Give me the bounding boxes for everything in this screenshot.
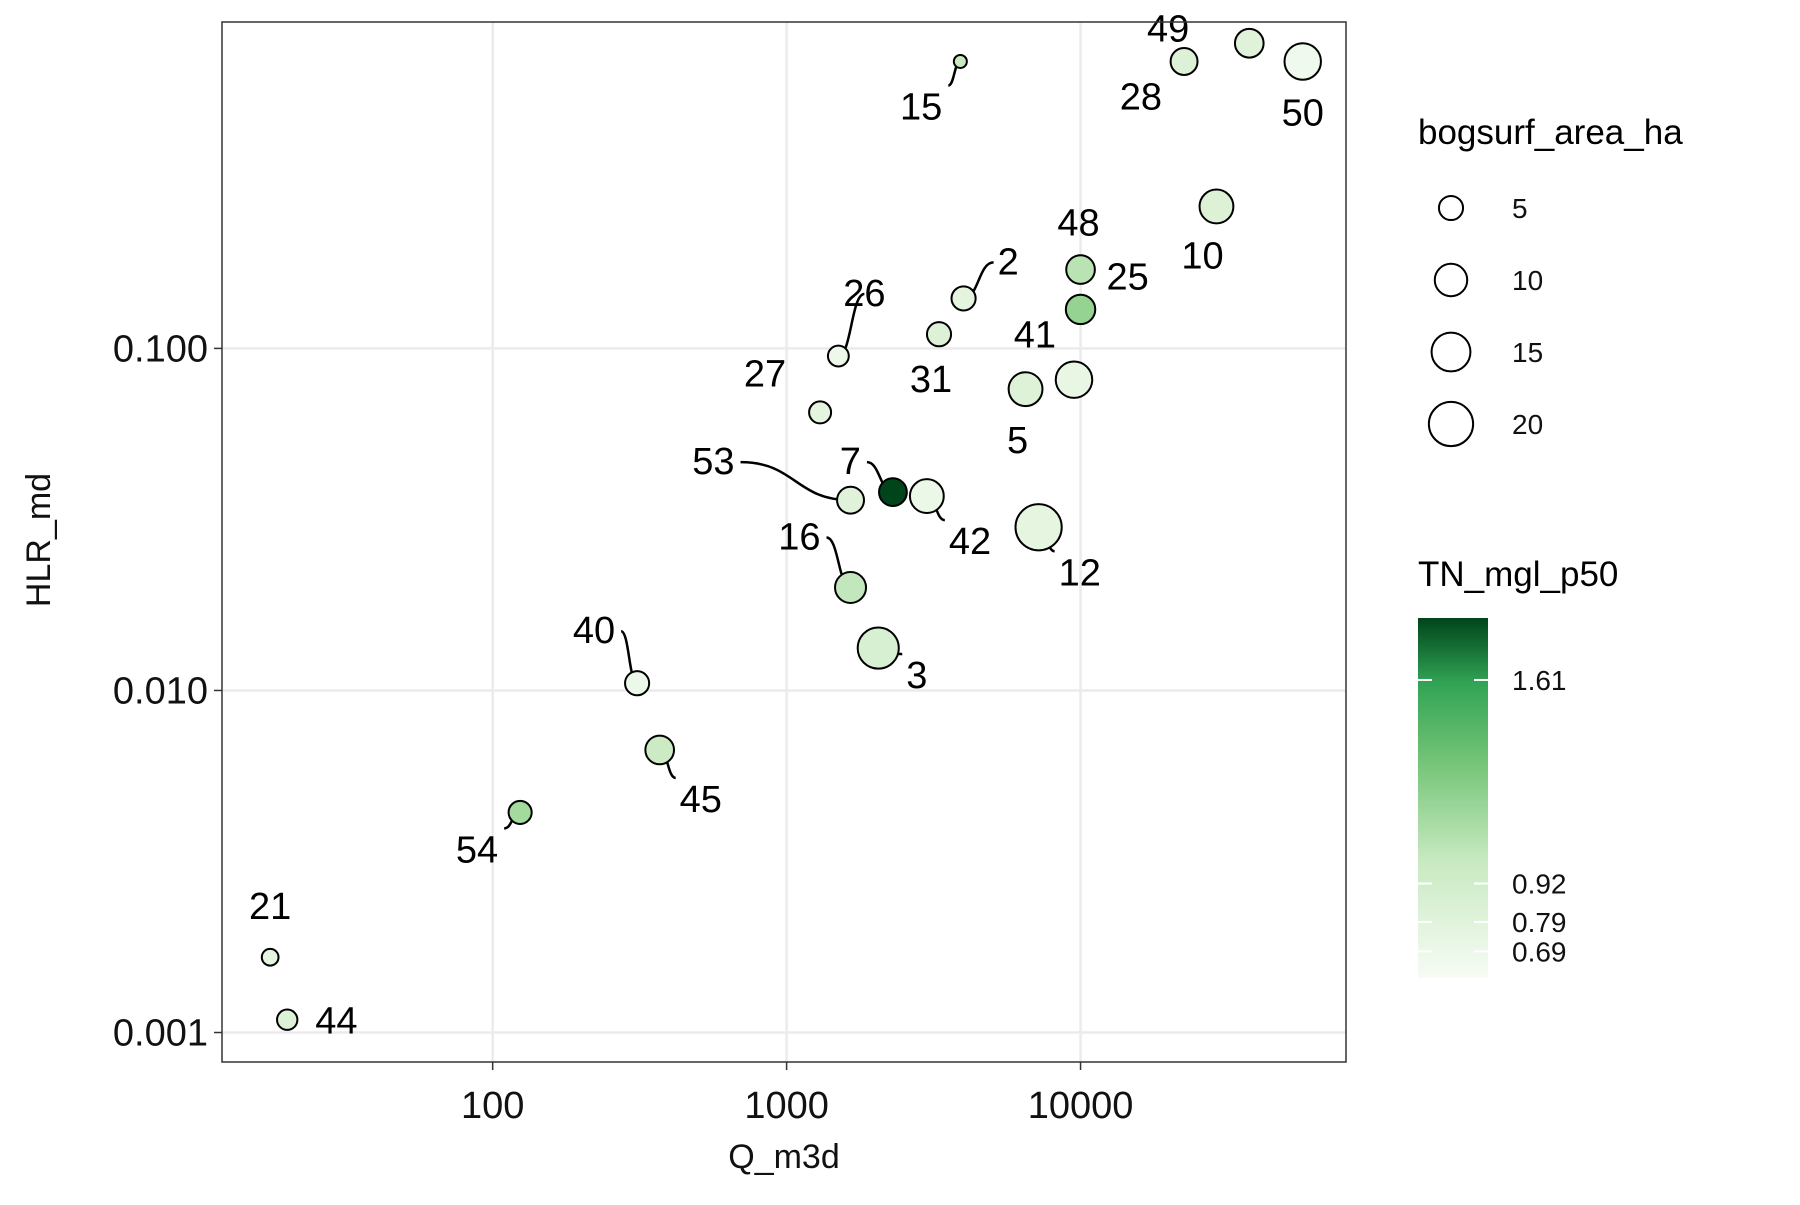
data-point-31 xyxy=(925,321,953,348)
point-label-3: 3 xyxy=(906,655,927,697)
point-label-54: 54 xyxy=(456,829,498,871)
size-legend-label: 15 xyxy=(1512,337,1543,368)
y-tick-label: 0.100 xyxy=(113,328,208,370)
data-point-15 xyxy=(952,53,968,69)
x-tick-label: 100 xyxy=(461,1085,524,1127)
points-layer xyxy=(260,27,1322,1031)
point-label-45: 45 xyxy=(680,779,722,821)
data-point-21 xyxy=(260,947,280,967)
point-label-7: 7 xyxy=(840,441,861,483)
data-point-26 xyxy=(826,344,850,368)
data-point-49 xyxy=(1233,27,1265,59)
data-point-41 xyxy=(1054,360,1094,399)
label-connector-53 xyxy=(740,460,851,502)
data-point-10 xyxy=(1198,188,1235,225)
point-label-31: 31 xyxy=(910,359,952,401)
size-legend-key xyxy=(1427,400,1475,448)
data-point-54 xyxy=(507,799,533,825)
x-tick-label: 1000 xyxy=(744,1085,829,1127)
data-point-45 xyxy=(644,734,676,766)
plot-background xyxy=(222,22,1346,1062)
point-label-41: 41 xyxy=(1014,315,1056,357)
color-legend-ticks: 1.61 0.92 0.790.69 xyxy=(1418,665,1567,967)
ticks-layer: 100 1000 10000 0.100 0.010 0.001 xyxy=(113,328,1133,1127)
point-label-53: 53 xyxy=(692,441,734,483)
point-label-25: 25 xyxy=(1107,256,1149,298)
labels-layer: 49 28 50 15 10 48 2 25 26 31 41 5 27 53 7 42 12 16 3 40 45 54… xyxy=(249,8,1324,1042)
point-label-49: 49 xyxy=(1147,8,1189,50)
size-legend-label: 5 xyxy=(1512,193,1528,224)
data-point-40 xyxy=(624,670,651,697)
data-point-27 xyxy=(808,400,833,425)
point-label-48: 48 xyxy=(1057,203,1099,245)
data-point-44 xyxy=(276,1008,299,1031)
size-legend: bogsurf_area_ha 5 10 15 20 xyxy=(1418,113,1683,448)
grid-layer xyxy=(222,22,1346,1062)
point-label-21: 21 xyxy=(249,886,291,928)
data-point-3 xyxy=(856,626,900,670)
point-label-44: 44 xyxy=(315,1001,357,1043)
color-legend-title: TN_mgl_p50 xyxy=(1418,555,1618,594)
data-point-42 xyxy=(908,478,945,515)
size-legend-key xyxy=(1430,331,1472,373)
data-point-53 xyxy=(836,485,866,515)
point-label-5: 5 xyxy=(1007,420,1028,462)
point-label-50: 50 xyxy=(1282,92,1324,134)
plot-panel-border xyxy=(221,21,1347,1063)
point-label-10: 10 xyxy=(1181,235,1223,277)
x-tick-label: 10000 xyxy=(1028,1085,1134,1127)
point-label-28: 28 xyxy=(1120,76,1162,118)
point-label-42: 42 xyxy=(949,521,991,563)
data-point-50 xyxy=(1283,42,1322,81)
data-point-28 xyxy=(1169,46,1199,76)
point-label-40: 40 xyxy=(573,610,615,652)
color-legend-label: 0.79 xyxy=(1512,907,1567,938)
color-legend-label: 0.69 xyxy=(1512,936,1567,967)
point-label-2: 2 xyxy=(998,241,1019,283)
color-legend-label: 0.92 xyxy=(1512,869,1567,900)
data-point-16 xyxy=(834,570,868,604)
size-legend-label: 20 xyxy=(1512,409,1543,440)
data-point-5 xyxy=(1007,371,1044,408)
size-legend-items: 5 10 15 20 xyxy=(1427,193,1543,448)
color-legend-label: 1.61 xyxy=(1512,665,1567,696)
size-legend-title: bogsurf_area_ha xyxy=(1418,113,1683,152)
point-label-16: 16 xyxy=(778,516,820,558)
size-legend-key xyxy=(1433,262,1469,298)
color-legend-bar xyxy=(1418,618,1488,978)
y-tick-label: 0.001 xyxy=(113,1013,208,1055)
x-axis-title: Q_m3d xyxy=(728,1138,840,1176)
data-point-7 xyxy=(878,477,908,508)
data-point-12 xyxy=(1014,503,1063,552)
color-legend: TN_mgl_p50 1.61 0.92 0.790.69 xyxy=(1418,555,1618,978)
data-point-48 xyxy=(1065,254,1096,285)
point-label-12: 12 xyxy=(1059,552,1101,594)
data-point-25 xyxy=(1064,293,1097,326)
y-tick-label: 0.010 xyxy=(113,670,208,712)
data-point-2 xyxy=(950,285,977,312)
point-label-15: 15 xyxy=(900,86,942,128)
size-legend-label: 10 xyxy=(1512,265,1543,296)
size-legend-key xyxy=(1437,194,1465,222)
point-label-27: 27 xyxy=(744,353,786,395)
point-label-26: 26 xyxy=(843,273,885,315)
y-axis-title: HLR_md xyxy=(20,473,58,607)
